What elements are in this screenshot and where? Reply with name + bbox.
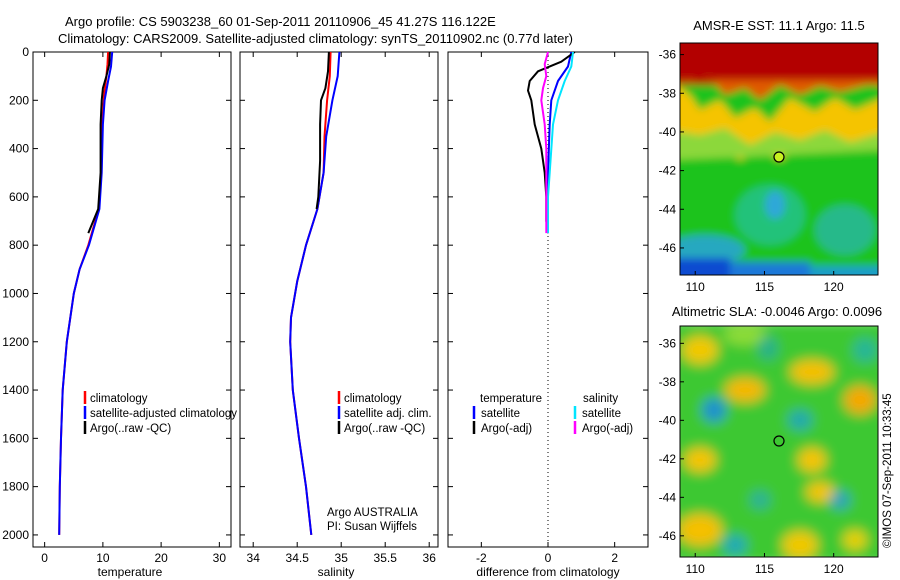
annotation-argo-australia: Argo AUSTRALIA [327,507,418,519]
y-tick-label: 1400 [2,383,29,397]
legend-label-argo: Argo(..raw -QC) [344,423,425,435]
legend-label-satellite: satellite adj. clim. [344,408,432,420]
imos-credit-text: ©IMOS 07-Sep-2011 10:33:45 [882,393,894,548]
x-tick-label: 2 [611,551,618,565]
map-x-tick-label: 115 [755,280,774,294]
sla-map-axes: 110 115 120 -36 -38 -40 -42 -44 -46 [659,336,844,576]
legend-label-temp-argo: Argo(-adj) [481,423,532,435]
map-y-tick-label: -40 [659,125,677,139]
map-x-tick-label: 120 [824,280,844,294]
x-tick-label: 34 [247,551,261,565]
legend-title-temperature: temperature [480,393,542,405]
difference-axis-label: difference from climatology [476,565,619,579]
series-line-satellite-adjusted-climatology [58,51,114,535]
map-y-tick-label: -36 [659,48,677,62]
series-line-argo-raw-qc- [87,51,111,234]
map-y-tick-label: -44 [659,202,677,216]
legend-label-satellite: satellite-adjusted climatology [90,408,237,420]
y-tick-label: 400 [9,142,29,156]
x-tick-label: 0 [545,551,552,565]
temperature-legend: climatology satellite-adjusted climatolo… [83,391,237,435]
series-line-argo-adj- [540,51,549,234]
sla-map-title: Altimetric SLA: -0.0046 Argo: 0.0096 [672,304,882,319]
map-x-tick-label: 115 [755,562,774,576]
y-tick-label: 800 [9,238,29,252]
map-y-tick-label: -38 [659,86,677,100]
legend-label-sal-satellite: satellite [582,408,621,420]
y-tick-label: 2000 [2,528,29,542]
figure-title-line1: Argo profile: CS 5903238_60 01-Sep-2011 … [65,14,496,29]
x-tick-label: 20 [154,551,168,565]
map-y-tick-label: -36 [659,336,677,350]
map-y-tick-label: -40 [659,413,677,427]
panel-frame [239,51,439,548]
legend-label-climatology: climatology [344,393,402,405]
sla-heatmap [680,326,878,557]
map-y-tick-label: -42 [659,452,677,466]
series-line-satellite [547,51,574,234]
legend-label-temp-satellite: satellite [481,408,520,420]
y-tick-label: 200 [9,93,29,107]
legend-title-salinity: salinity [583,393,618,405]
sla-argo-location-marker [773,435,785,447]
map-x-tick-label: 110 [686,280,705,294]
salinity-axis-label: salinity [318,565,355,579]
legend-label-argo: Argo(..raw -QC) [90,423,171,435]
map-x-tick-label: 120 [824,562,844,576]
figure-title-line2: Climatology: CARS2009. Satellite-adjuste… [58,31,573,46]
y-tick-label: 1000 [2,286,29,300]
sst-map-axes: 110 115 120 -36 -38 -40 -42 -44 -46 [659,48,844,294]
x-tick-label: 0 [41,551,48,565]
x-tick-label: -2 [476,551,487,565]
temperature-panel: 0 10 20 30 0 200 400 600 800 1000 1200 1400 1600 1800… [2,45,232,565]
legend-label-climatology: climatology [90,393,148,405]
salinity-panel: 34 34.5 35 35.5 36 [239,51,439,565]
temperature-axis-label: temperature [98,565,163,579]
difference-panel: -2 0 2 [447,51,649,565]
x-tick-label: 36 [423,551,437,565]
map-y-tick-label: -44 [659,490,677,504]
map-y-tick-label: -46 [659,241,677,255]
map-x-tick-label: 110 [686,562,705,576]
y-tick-label: 1600 [2,431,29,445]
y-tick-label: 1200 [2,335,29,349]
map-y-tick-label: -38 [659,375,677,389]
series-line-satellite-adj-clim- [289,51,341,536]
x-tick-label: 30 [213,551,227,565]
sst-argo-location-marker [773,151,785,163]
y-tick-label: 600 [9,190,29,204]
salinity-legend: climatology satellite adj. clim. Argo(..… [337,391,432,435]
y-tick-label: 0 [22,45,29,59]
legend-label-sal-argo: Argo(-adj) [582,423,633,435]
map-y-tick-label: -42 [659,164,677,178]
x-tick-label: 34.5 [286,551,310,565]
y-tick-label: 1800 [2,480,29,494]
x-tick-label: 35.5 [374,551,398,565]
series-line-climatology [289,51,332,536]
sst-map-frame [679,42,879,276]
x-tick-label: 10 [96,551,110,565]
series-line-argo-raw-qc- [315,51,330,210]
annotation-pi-name: PI: Susan Wijffels [327,521,417,533]
panel-frame [32,51,232,548]
sst-map-title: AMSR-E SST: 11.1 Argo: 11.5 [693,18,865,33]
x-tick-label: 35 [335,551,349,565]
difference-legend: temperature salinity satellite Argo(-adj… [472,393,633,435]
map-y-tick-label: -46 [659,529,677,543]
sla-map-frame [679,325,879,558]
